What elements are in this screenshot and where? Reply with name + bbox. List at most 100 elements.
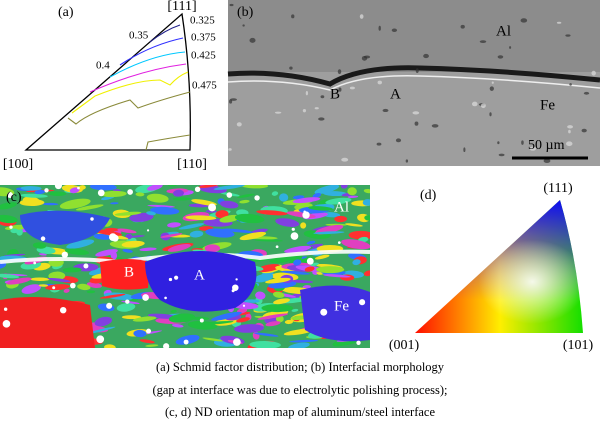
white-spot [174, 275, 179, 280]
white-spot [194, 186, 201, 193]
grain [116, 303, 136, 312]
grain [255, 291, 266, 300]
grain [191, 316, 210, 321]
pit [305, 91, 309, 96]
grain [117, 228, 137, 234]
grain [185, 215, 217, 221]
pit [314, 107, 319, 110]
pit [521, 140, 524, 145]
grain [204, 244, 221, 253]
white-spot [275, 245, 279, 249]
contours [67, 24, 191, 151]
grain [213, 185, 245, 190]
panel-label: (b) [237, 5, 254, 20]
grain [261, 304, 294, 313]
grain [20, 193, 48, 198]
grain [253, 273, 274, 283]
grain [205, 228, 235, 238]
grain [34, 189, 46, 195]
grain [145, 344, 159, 347]
pit [543, 158, 551, 163]
grain [121, 315, 142, 320]
pit [377, 80, 383, 85]
grain-red [0, 296, 95, 348]
pit [361, 55, 368, 61]
white-spot [54, 185, 62, 190]
grain [121, 240, 145, 248]
key-white [415, 200, 583, 333]
white-spot [164, 296, 167, 300]
grain [94, 316, 113, 327]
white-spot [242, 304, 246, 307]
white-spot [111, 234, 119, 242]
vertex-label: (001) [389, 338, 420, 353]
grain [47, 277, 71, 283]
grain [38, 284, 49, 287]
pit [359, 14, 364, 19]
grain [211, 311, 242, 321]
grain [362, 199, 370, 206]
white-spot [97, 189, 105, 197]
region-label: Fe [540, 97, 555, 113]
pit [337, 69, 342, 75]
grain [322, 274, 351, 278]
region-label: Al [496, 23, 511, 39]
grain [114, 211, 142, 216]
contour-label: 0.375 [191, 32, 216, 44]
grain [133, 329, 147, 338]
white-spot [199, 318, 204, 323]
pit [583, 91, 590, 95]
pit [230, 98, 237, 101]
grain [48, 191, 67, 196]
grain [240, 185, 269, 189]
grain [202, 320, 234, 325]
panel-label: (c) [6, 190, 22, 205]
grain-a [145, 251, 257, 312]
pit [491, 81, 494, 84]
grain [215, 210, 229, 219]
pit [414, 121, 419, 126]
grain [312, 193, 322, 198]
pit [569, 83, 572, 86]
grain [220, 200, 239, 209]
grain [256, 210, 288, 216]
ipf-triangle [24, 12, 191, 151]
grain [347, 187, 357, 196]
white-spot [33, 261, 37, 265]
contour-label: 0.475 [192, 80, 217, 92]
grain [340, 185, 348, 189]
grain [89, 185, 117, 191]
grain [364, 215, 370, 221]
grain [341, 239, 370, 250]
pit [395, 138, 402, 143]
pit [471, 101, 478, 107]
caption-line: (a) Schmid factor distribution; (b) Inte… [156, 360, 445, 374]
grain [292, 195, 305, 200]
pit [497, 55, 504, 59]
grain [168, 313, 196, 323]
grain [284, 245, 312, 253]
interface-edge [227, 75, 600, 91]
pit [556, 21, 562, 24]
pit [568, 129, 571, 134]
grain [147, 204, 176, 208]
white-spot [142, 294, 149, 301]
vertex-label: (111) [543, 181, 573, 196]
white-spot [59, 306, 67, 314]
grain [41, 202, 59, 206]
pit [349, 86, 355, 90]
grain [77, 283, 91, 291]
grain [6, 277, 32, 285]
grain [352, 259, 361, 266]
grain [64, 248, 90, 255]
pits [228, 3, 596, 163]
grain [167, 185, 177, 187]
pit [320, 95, 325, 99]
grain [93, 233, 112, 240]
region-label: A [390, 86, 401, 102]
grain [265, 321, 281, 327]
white-spot [90, 217, 94, 221]
contour-label: 0.425 [191, 50, 216, 62]
grain [146, 211, 156, 216]
